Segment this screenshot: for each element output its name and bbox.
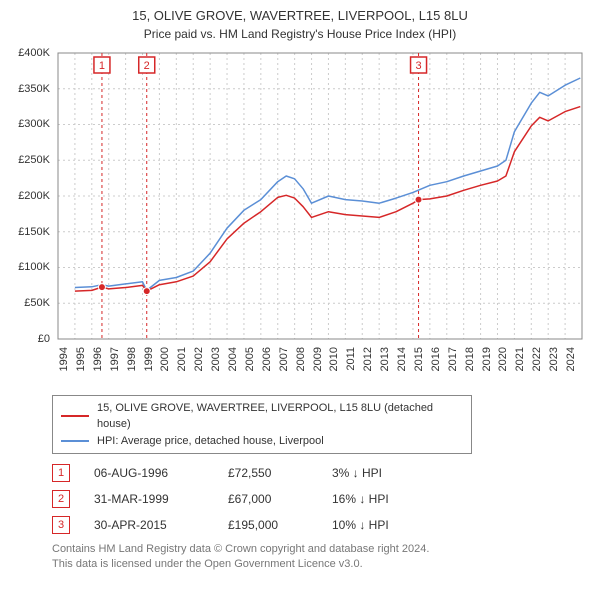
x-axis-tick: 2013 [379, 347, 391, 371]
x-axis-tick: 2015 [413, 347, 425, 371]
x-axis-tick: 2023 [548, 347, 560, 371]
x-axis-tick: 2010 [328, 347, 340, 371]
sale-row: 3 30-APR-2015 £195,000 10% ↓ HPI [52, 516, 590, 534]
legend-item: 15, OLIVE GROVE, WAVERTREE, LIVERPOOL, L… [61, 400, 463, 433]
y-axis-tick: £250K [18, 154, 50, 166]
sale-date: 06-AUG-1996 [94, 466, 204, 480]
x-axis-tick: 2014 [396, 347, 408, 371]
sale-diff: 3% ↓ HPI [332, 466, 442, 480]
y-axis-tick: £400K [18, 47, 50, 59]
x-axis-tick: 2005 [244, 347, 256, 371]
x-axis-tick: 2024 [565, 347, 577, 371]
sale-date: 31-MAR-1999 [94, 492, 204, 506]
sale-marker: 2 [52, 490, 70, 508]
x-axis-tick: 2007 [278, 347, 290, 371]
x-axis-tick: 1997 [109, 347, 121, 371]
x-axis-tick: 2021 [514, 347, 526, 371]
sale-diff: 16% ↓ HPI [332, 492, 442, 506]
sale-diff: 10% ↓ HPI [332, 518, 442, 532]
y-axis-tick: £300K [18, 118, 50, 130]
sales-table: 1 06-AUG-1996 £72,550 3% ↓ HPI 2 31-MAR-1999 £… [52, 464, 590, 534]
chart-area: 1 2 3 £0 £50K £100K £150K £200K £250K £300K £350K… [10, 47, 590, 387]
line-chart: 1 2 3 [10, 47, 590, 387]
x-axis-tick: 1998 [126, 347, 138, 371]
x-axis-tick: 2019 [481, 347, 493, 371]
x-axis-tick: 2020 [497, 347, 509, 371]
y-axis-tick: £100K [18, 261, 50, 273]
sale-marker: 1 [52, 464, 70, 482]
sale-row: 1 06-AUG-1996 £72,550 3% ↓ HPI [52, 464, 590, 482]
x-axis-tick: 2022 [531, 347, 543, 371]
sale-marker: 3 [52, 516, 70, 534]
footer: Contains HM Land Registry data © Crown c… [52, 542, 590, 572]
x-axis-tick: 2017 [447, 347, 459, 371]
sale-price: £72,550 [228, 466, 308, 480]
legend-item: HPI: Average price, detached house, Live… [61, 433, 463, 450]
y-axis-tick: £150K [18, 226, 50, 238]
svg-text:1: 1 [99, 60, 105, 72]
y-axis-tick: £0 [38, 333, 50, 345]
sale-row: 2 31-MAR-1999 £67,000 16% ↓ HPI [52, 490, 590, 508]
x-axis-tick: 1995 [75, 347, 87, 371]
chart-title: 15, OLIVE GROVE, WAVERTREE, LIVERPOOL, L… [10, 8, 590, 25]
x-axis-tick: 2003 [210, 347, 222, 371]
x-axis-tick: 2001 [176, 347, 188, 371]
y-axis-tick: £350K [18, 83, 50, 95]
svg-text:2: 2 [144, 60, 150, 72]
x-axis-tick: 2008 [295, 347, 307, 371]
x-axis-tick: 1999 [143, 347, 155, 371]
sale-date: 30-APR-2015 [94, 518, 204, 532]
legend: 15, OLIVE GROVE, WAVERTREE, LIVERPOOL, L… [52, 395, 472, 455]
legend-label: 15, OLIVE GROVE, WAVERTREE, LIVERPOOL, L… [97, 400, 463, 433]
x-axis-tick: 2000 [159, 347, 171, 371]
footer-line1: Contains HM Land Registry data © Crown c… [52, 542, 590, 557]
svg-text:3: 3 [415, 60, 421, 72]
x-axis-tick: 1994 [58, 347, 70, 371]
x-axis-tick: 2016 [430, 347, 442, 371]
x-axis-tick: 2002 [193, 347, 205, 371]
legend-label: HPI: Average price, detached house, Live… [97, 433, 324, 450]
legend-swatch [61, 415, 89, 417]
sale-price: £195,000 [228, 518, 308, 532]
x-axis-tick: 2009 [312, 347, 324, 371]
x-axis-tick: 1996 [92, 347, 104, 371]
sale-price: £67,000 [228, 492, 308, 506]
legend-swatch [61, 440, 89, 442]
x-axis-tick: 2011 [345, 347, 357, 371]
chart-subtitle: Price paid vs. HM Land Registry's House … [10, 27, 590, 41]
x-axis-tick: 2004 [227, 347, 239, 371]
footer-line2: This data is licensed under the Open Gov… [52, 557, 590, 572]
x-axis-tick: 2018 [464, 347, 476, 371]
y-axis-tick: £50K [24, 297, 50, 309]
x-axis-tick: 2006 [261, 347, 273, 371]
x-axis-tick: 2012 [362, 347, 374, 371]
y-axis-tick: £200K [18, 190, 50, 202]
